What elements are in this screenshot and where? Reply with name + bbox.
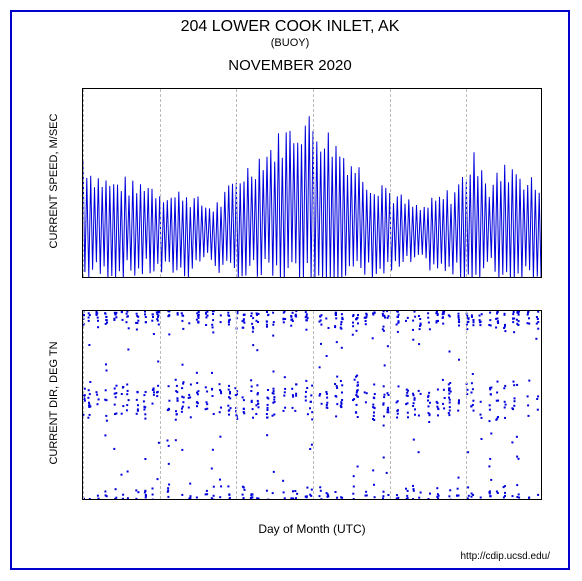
x-tick: 1 xyxy=(540,499,542,500)
x-tick: 16 xyxy=(307,277,319,278)
direction-plot: 16111621261090180270360 CURRENT DIR, DEG… xyxy=(82,310,542,500)
x-tick: 21 xyxy=(384,277,396,278)
y-tick: 180 xyxy=(82,400,83,412)
direction-plot-area: 16111621261090180270360 xyxy=(82,310,542,500)
speed-plot-area: 161116212610.00.51.0 xyxy=(82,88,542,278)
x-axis-label: Day of Month (UTC) xyxy=(258,522,365,536)
x-tick: 6 xyxy=(157,277,163,278)
footer-url: http://cdip.ucsd.edu/ xyxy=(460,551,550,562)
y-tick: 0 xyxy=(82,495,83,500)
chart-container: 204 LOWER COOK INLET, AK (BUOY) NOVEMBER… xyxy=(10,10,570,570)
y-tick: 270 xyxy=(82,353,83,365)
x-tick: 11 xyxy=(231,499,242,500)
x-tick: 1 xyxy=(82,499,86,500)
x-tick: 16 xyxy=(307,499,319,500)
y-tick: 360 xyxy=(82,310,83,317)
chart-month: NOVEMBER 2020 xyxy=(12,57,568,74)
x-tick: 1 xyxy=(82,277,86,278)
y-axis-label: CURRENT SPEED, M/SEC xyxy=(48,86,60,276)
x-tick: 6 xyxy=(157,499,163,500)
y-tick: 0.5 xyxy=(82,178,83,190)
y-tick: 90 xyxy=(82,448,83,460)
x-tick: 26 xyxy=(460,499,472,500)
y-tick: 1.0 xyxy=(82,88,83,95)
x-tick: 1 xyxy=(540,277,542,278)
x-tick: 26 xyxy=(460,277,472,278)
chart-subtitle: (BUOY) xyxy=(12,37,568,49)
speed-plot: 161116212610.00.51.0 CURRENT SPEED, M/SE… xyxy=(82,88,542,278)
x-tick: 11 xyxy=(231,277,242,278)
x-tick: 21 xyxy=(384,499,396,500)
y-tick: 0.0 xyxy=(82,273,83,278)
y-axis-label: CURRENT DIR, DEG TN xyxy=(48,308,60,498)
chart-title: 204 LOWER COOK INLET, AK xyxy=(12,18,568,36)
